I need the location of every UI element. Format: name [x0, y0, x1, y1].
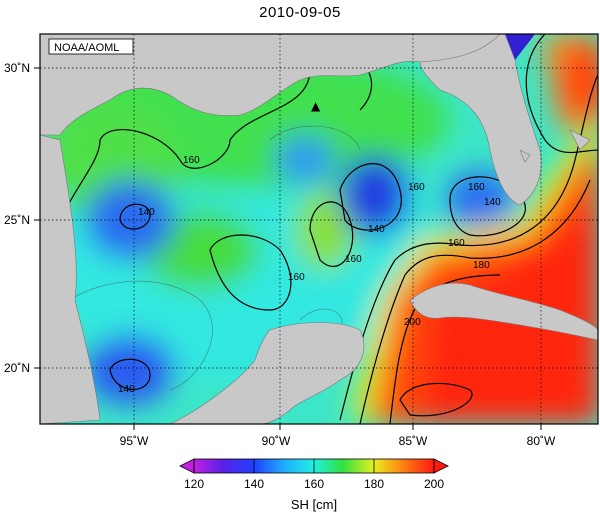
colorbar-tick: 120 — [184, 477, 204, 491]
credit-label: NOAA/AOML — [54, 42, 119, 54]
lat-label: 20˚N — [4, 361, 30, 375]
lon-label: 85˚W — [399, 434, 428, 448]
contour-label: 200 — [404, 317, 421, 328]
lon-label: 90˚W — [262, 434, 291, 448]
contour-lines — [59, 34, 598, 424]
lat-label: 30˚N — [4, 61, 30, 75]
graticule — [40, 34, 598, 424]
contour-label: 160 — [468, 182, 485, 193]
map-frame — [39, 33, 599, 425]
contour-label: 160 — [448, 238, 465, 249]
colorbar-tick: 180 — [364, 477, 384, 491]
lat-label: 25˚N — [4, 213, 30, 227]
colorbar-tick: 160 — [304, 477, 324, 491]
contour-label: 180 — [473, 260, 490, 271]
lon-label: 95˚W — [120, 434, 149, 448]
contour-label: 140 — [138, 207, 155, 218]
contour-label: 160 — [345, 254, 362, 265]
colorbar-tick: 140 — [244, 477, 264, 491]
colorbar-label: SH [cm] — [291, 497, 337, 512]
colorbar-tick: 200 — [424, 477, 444, 491]
contour-label: 160 — [183, 155, 200, 166]
station-marker-icon: ▲ — [311, 99, 321, 113]
sea-height-field: 140 140 140 160 160 160 160 160 180 200 … — [40, 34, 598, 424]
lon-label: 80˚W — [527, 434, 556, 448]
land-masses — [40, 34, 598, 424]
colorbar: 120 140 160 180 200 SH [cm] — [179, 458, 449, 512]
contour-label: 160 — [288, 272, 305, 283]
contour-label: 140 — [118, 384, 135, 395]
contour-label: 140 — [484, 197, 501, 208]
contour-label: 160 — [408, 182, 425, 193]
map-title: 2010-09-05 — [259, 4, 341, 21]
credit-box — [48, 38, 134, 55]
contour-label: 140 — [368, 224, 385, 235]
